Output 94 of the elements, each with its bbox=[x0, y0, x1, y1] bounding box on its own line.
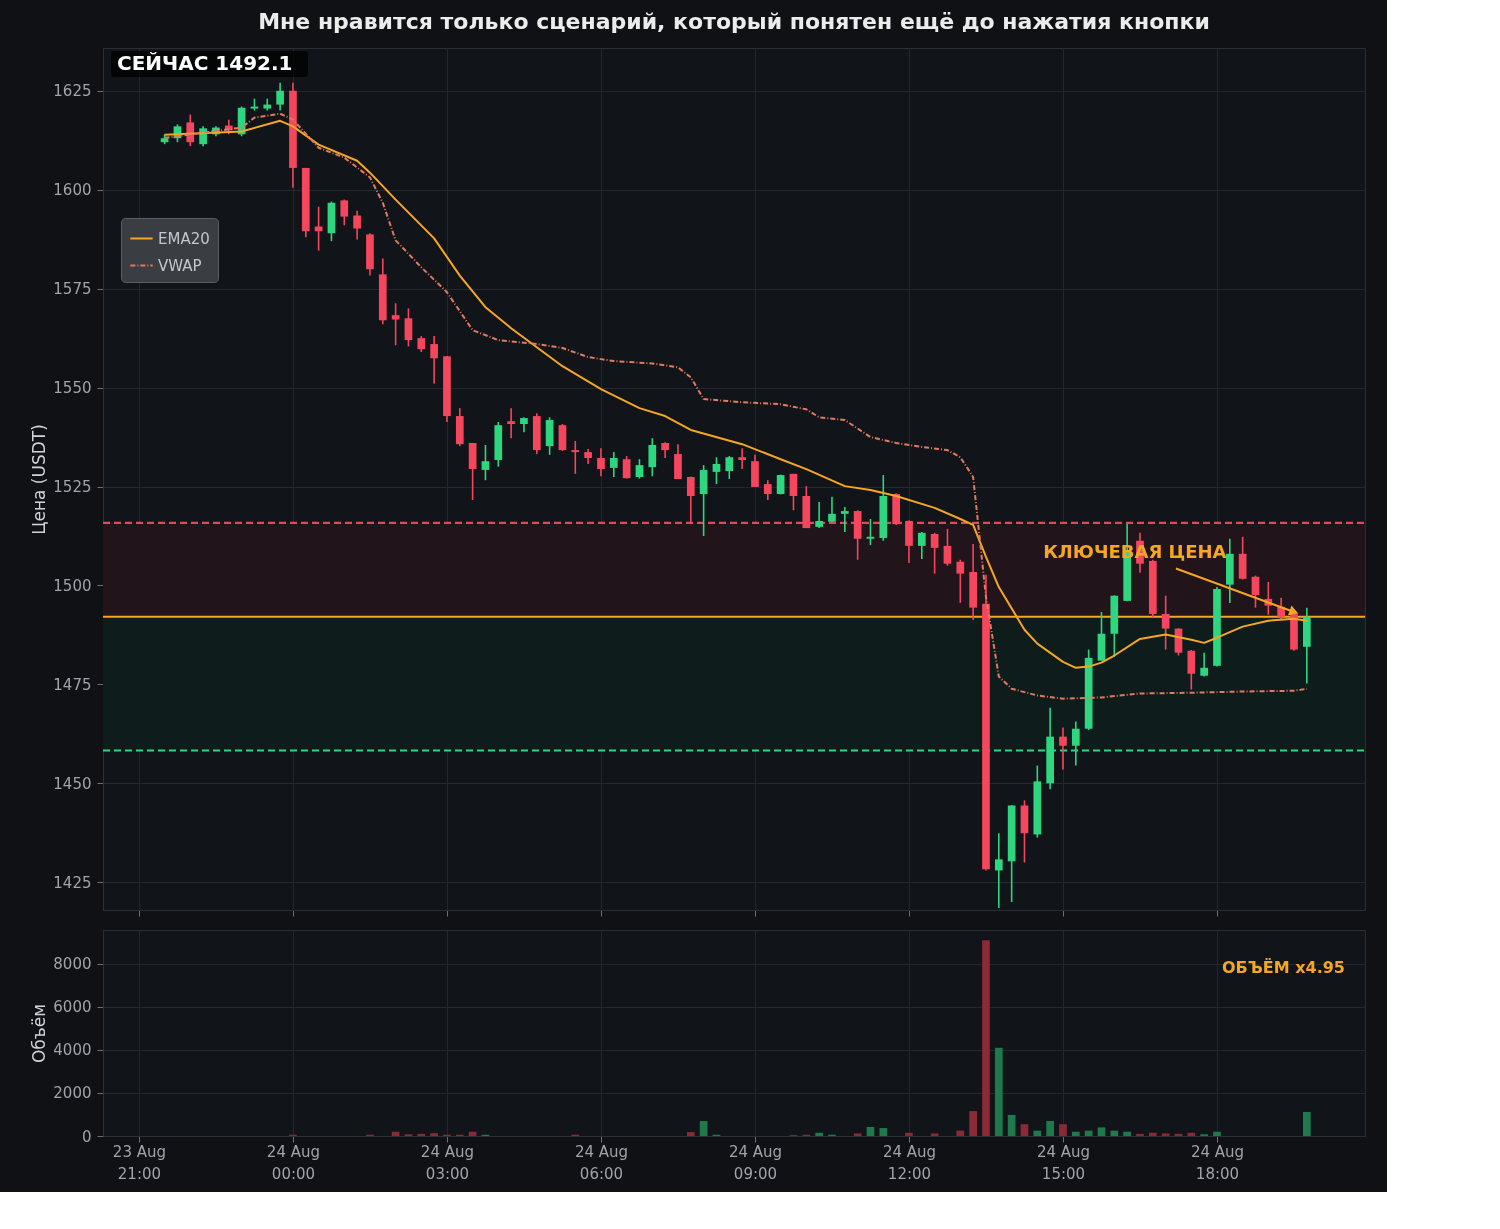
annotation: ОБЪЁМ x4.95 bbox=[1221, 958, 1345, 977]
candlestick bbox=[712, 456, 721, 485]
bar bbox=[1097, 1127, 1106, 1136]
candlestick bbox=[1161, 594, 1170, 651]
bar bbox=[994, 1047, 1003, 1136]
candlestick bbox=[481, 444, 490, 481]
x-tick-label: 23 Aug 21:00 bbox=[112, 1142, 167, 1183]
y-axis-title: Цена (USDT) bbox=[29, 424, 50, 535]
bar bbox=[969, 1111, 977, 1136]
candlestick bbox=[622, 455, 631, 480]
bar bbox=[1071, 1131, 1080, 1136]
legend-label: EMA20 bbox=[158, 229, 210, 248]
candlestick bbox=[789, 473, 798, 512]
y-tick-label: 1625 bbox=[53, 82, 92, 101]
y-tick-label: 1425 bbox=[53, 873, 92, 892]
candlestick bbox=[763, 479, 772, 501]
y-tick-label: 1550 bbox=[53, 379, 92, 398]
bar bbox=[853, 1133, 862, 1136]
candlestick bbox=[571, 440, 580, 475]
candlestick bbox=[956, 558, 965, 604]
candlestick bbox=[917, 531, 926, 560]
bar bbox=[1161, 1133, 1170, 1136]
y-tick-label: 1475 bbox=[53, 675, 92, 694]
bar bbox=[686, 1132, 695, 1136]
bar bbox=[1148, 1132, 1157, 1136]
x-tick-label: 24 Aug 00:00 bbox=[266, 1142, 321, 1183]
bar bbox=[1187, 1132, 1196, 1136]
bar bbox=[1046, 1120, 1054, 1136]
bar bbox=[815, 1132, 823, 1136]
candlestick bbox=[1277, 596, 1285, 620]
x-tick-label: 24 Aug 03:00 bbox=[420, 1142, 475, 1183]
bar bbox=[866, 1126, 875, 1136]
candlestick bbox=[738, 447, 746, 470]
bar bbox=[1136, 1133, 1144, 1136]
bar bbox=[699, 1120, 708, 1136]
candlestick bbox=[930, 532, 939, 575]
bar bbox=[1020, 1124, 1029, 1136]
candlestick bbox=[391, 302, 400, 347]
y-tick-label: 1500 bbox=[53, 576, 92, 595]
bar bbox=[905, 1132, 913, 1136]
legend-label: VWAP bbox=[158, 256, 202, 275]
bar bbox=[417, 1133, 426, 1136]
y-axis-title: Объём bbox=[29, 1003, 50, 1064]
candlestick bbox=[686, 475, 695, 525]
y-tick-label: 1600 bbox=[53, 181, 92, 200]
bar bbox=[1123, 1131, 1131, 1136]
candlestick bbox=[648, 437, 657, 478]
bar bbox=[1110, 1130, 1119, 1136]
x-tick-label: 24 Aug 09:00 bbox=[728, 1142, 783, 1183]
annotation: СЕЙЧАС 1492.1 bbox=[117, 51, 293, 75]
candlestick bbox=[186, 113, 195, 147]
y-tick-label: 6000 bbox=[53, 998, 92, 1017]
bar bbox=[982, 940, 990, 1136]
bar bbox=[956, 1130, 965, 1136]
candlestick bbox=[1059, 726, 1067, 771]
y-tick-label: 1575 bbox=[53, 280, 92, 299]
candlestick bbox=[609, 451, 618, 478]
candlestick bbox=[404, 307, 413, 348]
candlestick bbox=[276, 82, 284, 112]
candlestick bbox=[314, 205, 323, 252]
candlestick bbox=[866, 518, 875, 546]
candlestick bbox=[507, 407, 515, 440]
x-tick-label: 24 Aug 15:00 bbox=[1036, 1142, 1091, 1183]
candlestick bbox=[340, 198, 349, 227]
candlestick bbox=[828, 496, 836, 523]
chart-title: Мне нравится только сценарий, который понятен ещё до нажатия кнопки bbox=[258, 9, 1210, 34]
candlestick bbox=[635, 458, 644, 480]
bar bbox=[930, 1133, 939, 1136]
bar bbox=[879, 1128, 888, 1136]
candlestick bbox=[1251, 574, 1260, 609]
candlestick bbox=[994, 832, 1003, 909]
y-tick-label: 8000 bbox=[53, 955, 92, 974]
candlestick bbox=[430, 335, 438, 385]
y-tick-label: 1525 bbox=[53, 478, 92, 497]
bar bbox=[1302, 1111, 1311, 1136]
x-tick-label: 24 Aug 18:00 bbox=[1190, 1142, 1245, 1183]
x-tick-label: 24 Aug 06:00 bbox=[574, 1142, 629, 1183]
y-tick-label: 4000 bbox=[53, 1041, 92, 1060]
y-tick-label: 2000 bbox=[53, 1084, 92, 1103]
bar bbox=[430, 1133, 438, 1136]
candlestick bbox=[943, 528, 952, 567]
y-tick-label: 1450 bbox=[53, 774, 92, 793]
candlestick bbox=[353, 209, 361, 241]
bar bbox=[1007, 1114, 1016, 1136]
bar bbox=[1213, 1131, 1221, 1136]
bar bbox=[1059, 1124, 1067, 1136]
candlestick bbox=[1187, 649, 1196, 691]
candlestick bbox=[725, 455, 734, 480]
candlestick bbox=[840, 506, 849, 533]
candlestick bbox=[597, 447, 605, 478]
bar bbox=[1033, 1130, 1042, 1136]
y-tick-label: 0 bbox=[81, 1127, 92, 1146]
x-tick-label: 24 Aug 12:00 bbox=[882, 1142, 937, 1183]
candlestick bbox=[815, 501, 823, 529]
